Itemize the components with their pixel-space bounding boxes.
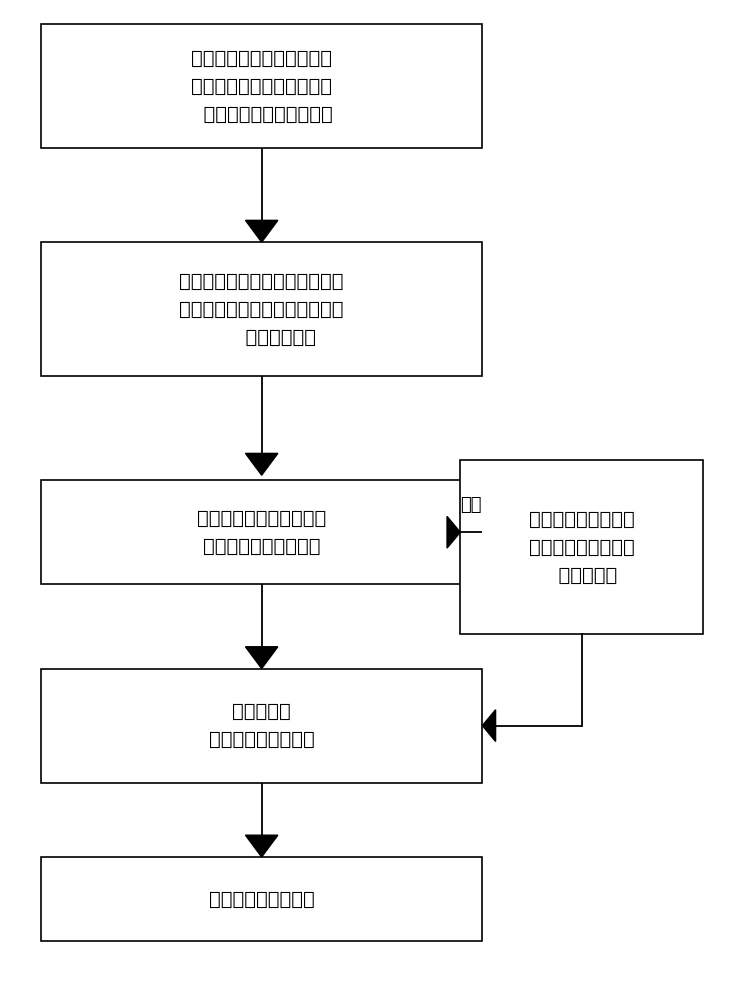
Polygon shape [447,516,461,548]
Polygon shape [246,220,278,242]
Bar [41,857,482,941]
Polygon shape [246,453,278,475]
Polygon shape [482,710,496,741]
Polygon shape [246,835,278,857]
Text: 评估接地网腐蚀状态: 评估接地网腐蚀状态 [209,890,315,909]
Text: 存储: 存储 [461,496,482,514]
Bar [41,242,482,376]
Text: 比较和分析
（趋势和相关系数）: 比较和分析 （趋势和相关系数） [209,702,315,749]
Bar [461,460,703,634]
Polygon shape [246,647,278,669]
Text: 历史测量的接地网同
一位置冲击阻抗和冲
  击响应曲线: 历史测量的接地网同 一位置冲击阻抗和冲 击响应曲线 [529,510,635,585]
Bar [41,669,482,783]
Text: 进入变电站，选定接地阻抗
测试点，根据接地网对角线
  长度放电压、电流测试线: 进入变电站，选定接地阻抗 测试点，根据接地网对角线 长度放电压、电流测试线 [190,48,333,123]
Bar [41,24,482,148]
Text: 测试记录并进行计算和分
析，绘制冲击响应曲线: 测试记录并进行计算和分 析，绘制冲击响应曲线 [197,509,327,556]
Bar [41,480,482,584]
Text: 连接冲击电流发装置，选择冲击
响应测试接地引下线，并连接暂
      态波形记录仪: 连接冲击电流发装置，选择冲击 响应测试接地引下线，并连接暂 态波形记录仪 [179,272,344,347]
